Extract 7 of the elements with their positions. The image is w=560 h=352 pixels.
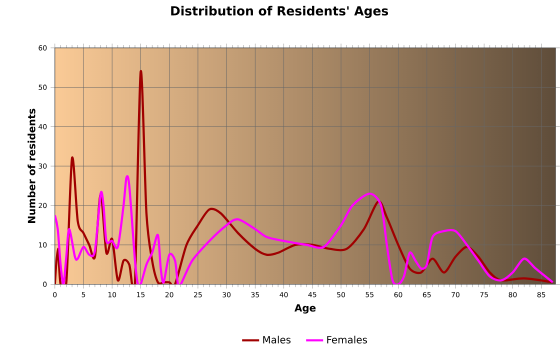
line-series xyxy=(54,176,554,284)
line-series xyxy=(54,70,554,284)
x-axis-title: Age xyxy=(294,304,316,314)
legend-label: Males xyxy=(263,336,291,344)
y-axis-title: Number of residents xyxy=(28,108,36,223)
chart-title: Distribution of Residents' Ages xyxy=(171,6,388,18)
legend-label: Females xyxy=(327,336,368,344)
